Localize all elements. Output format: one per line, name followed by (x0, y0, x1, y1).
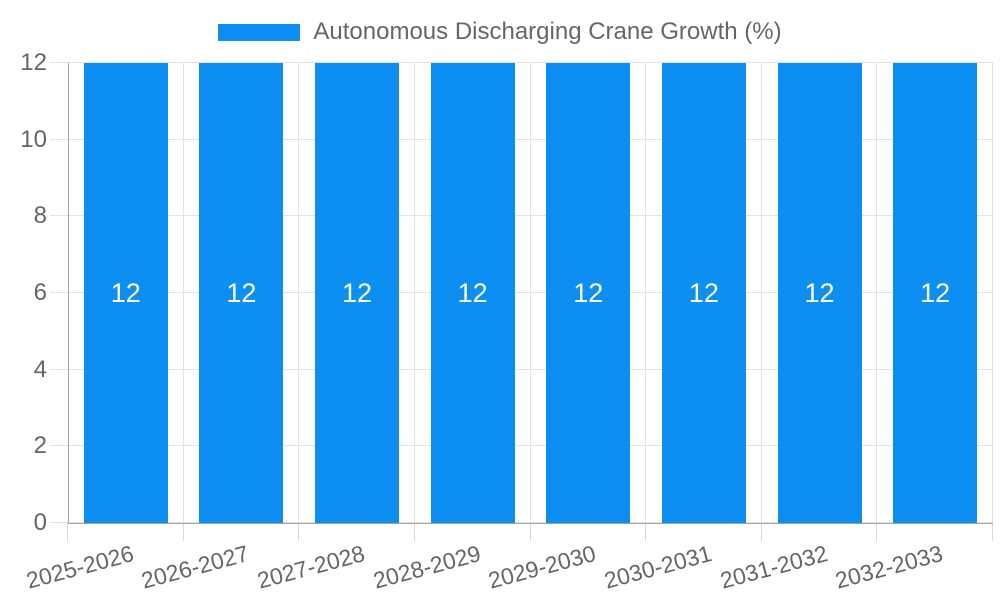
x-axis-tick (529, 523, 531, 541)
x-axis-category-label: 2029-2030 (485, 540, 599, 594)
x-gridline (645, 63, 647, 523)
y-gridline (50, 522, 993, 523)
x-axis-tick (67, 523, 68, 541)
bar-value-label: 12 (920, 278, 951, 308)
x-axis-tick (182, 523, 184, 541)
x-axis-category-label: 2030-2031 (601, 540, 715, 594)
x-axis-category-label: 2028-2029 (370, 540, 484, 594)
y-axis-tick-label: 2 (33, 432, 47, 460)
x-axis-category-label: 2025-2026 (23, 540, 137, 594)
bar (199, 63, 284, 523)
bar (83, 63, 168, 523)
x-axis-tick (760, 523, 762, 541)
y-axis-tick-label: 12 (20, 49, 47, 76)
bar (430, 63, 515, 523)
y-gridline (50, 138, 993, 140)
bar (546, 63, 631, 523)
bar-value-label: 12 (804, 278, 835, 308)
bar (777, 63, 862, 523)
y-axis-tick-label: 10 (20, 125, 47, 153)
x-axis-tick (645, 523, 647, 541)
y-axis-tick-label: 8 (33, 202, 47, 230)
y-gridline (50, 445, 993, 447)
x-gridline (413, 63, 415, 523)
x-gridline (876, 63, 878, 523)
bar (315, 63, 400, 523)
x-axis-tick (413, 523, 415, 541)
x-axis-category-label: 2032-2033 (832, 540, 946, 594)
legend-item[interactable]: Autonomous Discharging Crane Growth (%) (0, 18, 1000, 46)
y-gridline (50, 62, 993, 63)
x-axis-tick (298, 523, 300, 541)
x-gridline (992, 63, 993, 523)
x-axis-category-label: 2027-2028 (254, 540, 368, 594)
y-gridline (50, 292, 993, 293)
y-gridline (50, 215, 993, 217)
y-axis-tick-label: 0 (33, 509, 47, 536)
bar (893, 63, 978, 523)
bar-value-label: 12 (226, 278, 257, 308)
legend-swatch (218, 23, 301, 41)
x-gridline (182, 63, 184, 523)
y-axis-tick-label: 4 (33, 355, 47, 383)
bar-value-label: 12 (573, 278, 604, 308)
bar-value-label: 12 (688, 278, 719, 308)
bar-value-label: 12 (342, 278, 373, 308)
y-axis-tick-label: 6 (33, 279, 47, 306)
legend-label: Autonomous Discharging Crane Growth (%) (313, 18, 782, 45)
x-axis-tick (876, 523, 878, 541)
bar-value-label: 12 (457, 278, 488, 308)
bar (661, 63, 746, 523)
x-axis-tick (992, 523, 993, 541)
x-gridline (529, 63, 531, 523)
bar-value-label: 12 (110, 278, 141, 308)
x-axis-category-label: 2031-2032 (717, 540, 831, 594)
x-gridline (298, 63, 300, 523)
y-axis-line (68, 63, 69, 524)
y-gridline (50, 368, 993, 370)
x-axis-line (68, 523, 993, 524)
x-axis-category-label: 2026-2027 (138, 540, 252, 594)
x-gridline (760, 63, 762, 523)
